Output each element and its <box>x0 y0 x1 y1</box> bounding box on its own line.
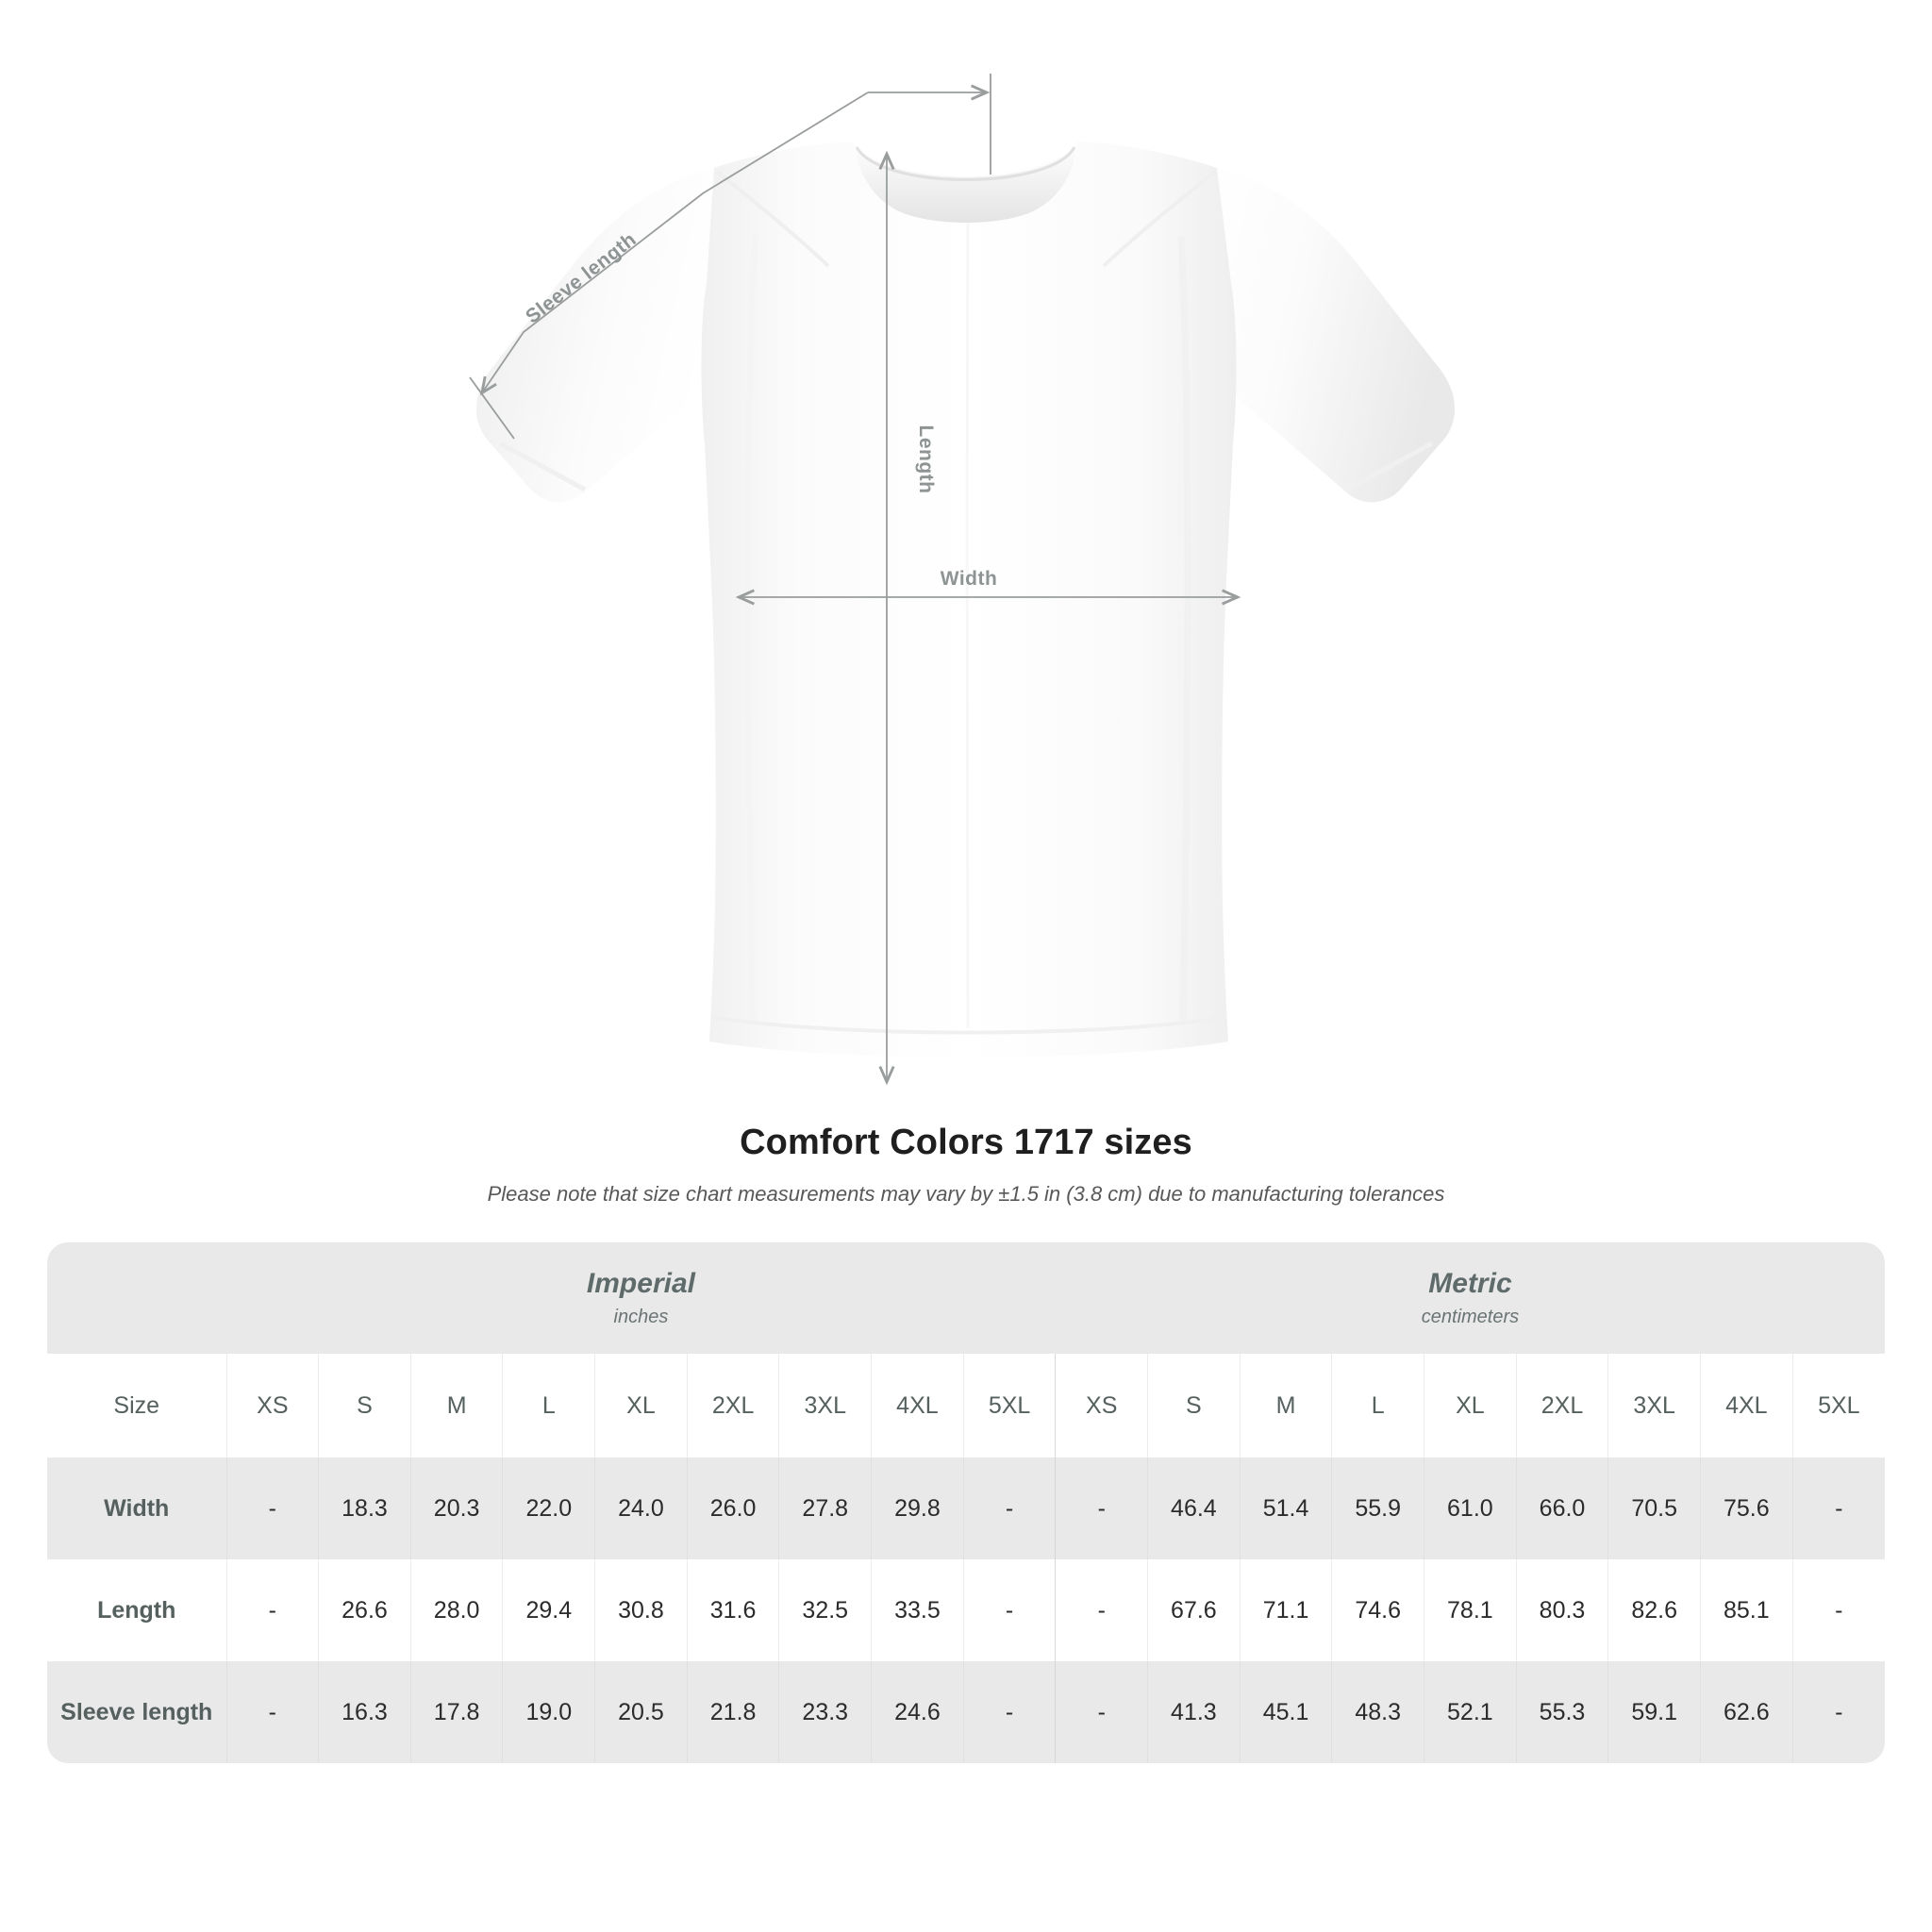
measurement-cell: 71.1 <box>1239 1559 1332 1661</box>
measurement-cell: 67.6 <box>1147 1559 1241 1661</box>
measurement-cell: - <box>962 1559 1056 1661</box>
size-header-cell: XL <box>594 1354 688 1457</box>
measurement-cell: 55.9 <box>1331 1457 1424 1559</box>
size-header-cell: 2XL <box>686 1354 779 1457</box>
measurement-cell: 24.0 <box>594 1457 688 1559</box>
measurement-cell: 85.1 <box>1700 1559 1793 1661</box>
size-header-cell: 4XL <box>1700 1354 1793 1457</box>
measurement-cell: 45.1 <box>1239 1661 1332 1763</box>
measurement-cell: 80.3 <box>1515 1559 1608 1661</box>
measurement-cell: - <box>1055 1559 1148 1661</box>
tshirt-illustration: Sleeve length Length Width <box>469 74 1455 1086</box>
measurement-cell: 26.0 <box>686 1457 779 1559</box>
measurement-cell: 32.5 <box>778 1559 872 1661</box>
size-header-row: Size XS S M L XL 2XL 3XL 4XL 5XL XS S M L XL 2XL 3XL 4XL… <box>47 1354 1885 1457</box>
measurement-cell: 55.3 <box>1515 1661 1608 1763</box>
unit-group-metric: Metric centimeters <box>1055 1242 1885 1354</box>
size-chart-table: Imperial inches Metric centimeters Size … <box>47 1242 1885 1763</box>
measurement-cell: - <box>1055 1661 1148 1763</box>
size-header-cell: 5XL <box>962 1354 1056 1457</box>
row-label: Length <box>47 1559 226 1661</box>
measurement-cell: 59.1 <box>1607 1661 1701 1763</box>
unit-group-imperial: Imperial inches <box>226 1242 1056 1354</box>
measurement-cell: 28.0 <box>409 1559 503 1661</box>
measurement-cell: 82.6 <box>1607 1559 1701 1661</box>
measurement-cell: 20.5 <box>594 1661 688 1763</box>
measurement-cell: - <box>1791 1559 1885 1661</box>
measurement-cell: 66.0 <box>1515 1457 1608 1559</box>
measurement-cell: 24.6 <box>871 1661 964 1763</box>
measurement-cell: 52.1 <box>1424 1661 1517 1763</box>
measurement-cell: 48.3 <box>1331 1661 1424 1763</box>
measurement-cell: - <box>225 1457 319 1559</box>
measurement-cell: 18.3 <box>318 1457 411 1559</box>
table-row: Length -26.6 28.0 29.4 30.8 31.6 32.5 33.5- -67.… <box>47 1559 1885 1661</box>
size-header-cell: 2XL <box>1515 1354 1608 1457</box>
size-header-cell: M <box>1239 1354 1332 1457</box>
size-header-cell: 5XL <box>1791 1354 1885 1457</box>
measurement-cell: 26.6 <box>318 1559 411 1661</box>
measurement-cell: 30.8 <box>594 1559 688 1661</box>
measurement-cell: - <box>1791 1457 1885 1559</box>
measurement-cell: 21.8 <box>686 1661 779 1763</box>
measurement-cell: 75.6 <box>1700 1457 1793 1559</box>
measurement-cell: 17.8 <box>409 1661 503 1763</box>
tshirt-diagram: Sleeve length Length Width <box>469 74 1455 1086</box>
size-header-cell: L <box>1331 1354 1424 1457</box>
size-chart-table-wrap: Imperial inches Metric centimeters Size … <box>47 1242 1885 1763</box>
page-title: Comfort Colors 1717 sizes <box>740 1123 1192 1162</box>
measurement-cell: 27.8 <box>778 1457 872 1559</box>
measurement-cell: 20.3 <box>409 1457 503 1559</box>
size-header-cell: S <box>1147 1354 1241 1457</box>
measurement-cell: 22.0 <box>502 1457 595 1559</box>
measurement-cell: 29.8 <box>871 1457 964 1559</box>
measurement-cell: 62.6 <box>1700 1661 1793 1763</box>
length-label: Length <box>915 425 937 494</box>
measurement-cell: 51.4 <box>1239 1457 1332 1559</box>
measurement-cell: - <box>225 1559 319 1661</box>
size-header-label: Size <box>47 1354 226 1457</box>
size-header-cell: 4XL <box>871 1354 964 1457</box>
measurement-cell: 29.4 <box>502 1559 595 1661</box>
measurement-cell: 31.6 <box>686 1559 779 1661</box>
size-header-cell: XL <box>1424 1354 1517 1457</box>
unit-group-imperial-sub: inches <box>613 1307 669 1328</box>
measurement-cell: - <box>962 1457 1056 1559</box>
measurement-cell: 61.0 <box>1424 1457 1517 1559</box>
row-label: Width <box>47 1457 226 1559</box>
unit-header-spacer <box>47 1242 226 1354</box>
table-row: Sleeve length -16.3 17.8 19.0 20.5 21.8 23.3 24… <box>47 1661 1885 1763</box>
size-header-cell: L <box>502 1354 595 1457</box>
measurement-cell: 23.3 <box>778 1661 872 1763</box>
measurement-cell: 19.0 <box>502 1661 595 1763</box>
measurement-cell: - <box>962 1661 1056 1763</box>
unit-header-row: Imperial inches Metric centimeters <box>47 1242 1885 1354</box>
size-header-cell: S <box>318 1354 411 1457</box>
size-header-cell: 3XL <box>1607 1354 1701 1457</box>
measurement-cell: 41.3 <box>1147 1661 1241 1763</box>
table-row: Width -18.3 20.3 22.0 24.0 26.0 27.8 29.8- -46.4… <box>47 1457 1885 1559</box>
unit-group-metric-name: Metric <box>1428 1267 1512 1299</box>
measurement-cell: - <box>225 1661 319 1763</box>
title-block: Comfort Colors 1717 sizes Please note th… <box>0 1123 1932 1207</box>
size-header-cell: 3XL <box>778 1354 872 1457</box>
size-header-cell: M <box>409 1354 503 1457</box>
page-subtitle: Please note that size chart measurements… <box>487 1182 1445 1206</box>
measurement-cell: - <box>1055 1457 1148 1559</box>
size-header-cell: XS <box>225 1354 319 1457</box>
tshirt-shape <box>476 142 1455 1058</box>
row-label: Sleeve length <box>47 1661 226 1763</box>
unit-group-metric-sub: centimeters <box>1421 1307 1520 1328</box>
measurement-lines <box>469 74 1241 1086</box>
measurement-cell: 70.5 <box>1607 1457 1701 1559</box>
measurement-cell: 46.4 <box>1147 1457 1241 1559</box>
measurement-cell: 16.3 <box>318 1661 411 1763</box>
size-header-cell: XS <box>1055 1354 1148 1457</box>
measurement-cell: 33.5 <box>871 1559 964 1661</box>
measurement-cell: 74.6 <box>1331 1559 1424 1661</box>
measurement-cell: - <box>1791 1661 1885 1763</box>
measurement-cell: 78.1 <box>1424 1559 1517 1661</box>
unit-group-imperial-name: Imperial <box>586 1267 695 1299</box>
width-label: Width <box>941 568 998 590</box>
